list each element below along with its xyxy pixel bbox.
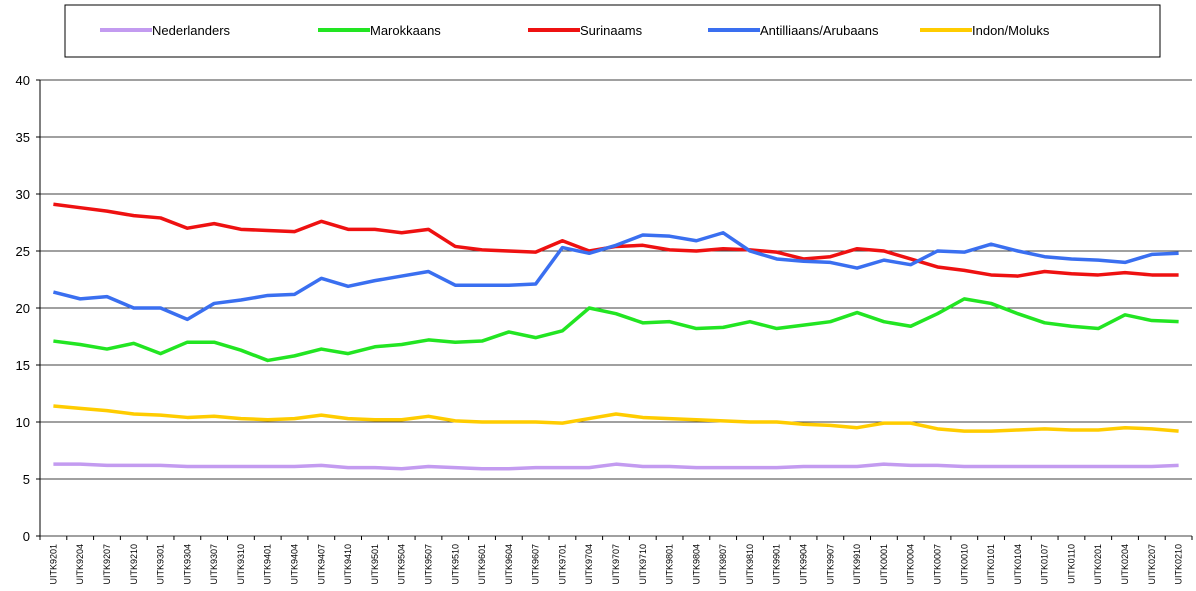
x-tick-label: UITK9707 (611, 544, 621, 585)
x-tick-label: UITK0110 (1066, 544, 1076, 584)
y-tick-label: 15 (16, 358, 30, 373)
x-tick-label: UITK0010 (959, 544, 969, 585)
series-line (53, 297, 1179, 363)
y-tick-label: 0 (23, 529, 30, 544)
x-tick-label: UITK9904 (799, 544, 809, 585)
x-tick-label: UITK0210 (1174, 544, 1184, 585)
x-tick-label: UITK0004 (906, 544, 916, 585)
x-tick-label: UITK9704 (584, 544, 594, 585)
x-tick-label: UITK9701 (557, 544, 567, 585)
y-tick-label: 30 (16, 187, 30, 202)
x-tick-label: UITK9401 (263, 544, 273, 585)
x-tick-label: UITK9807 (718, 544, 728, 585)
x-tick-label: UITK9901 (772, 544, 782, 585)
x-tick-label: UITK9404 (290, 544, 300, 585)
x-tick-label: UITK9504 (397, 544, 407, 585)
series-line (52, 231, 1179, 322)
x-tick-label: UITK9204 (75, 544, 85, 585)
x-tick-label: UITK9507 (423, 544, 433, 585)
x-tick-label: UITK9601 (477, 544, 487, 585)
legend-label: Marokkaans (370, 23, 441, 38)
legend-label: Indon/Moluks (972, 23, 1050, 38)
y-tick-label: 10 (16, 415, 30, 430)
x-tick-label: UITK9210 (129, 544, 139, 585)
x-tick-label: UITK9410 (343, 544, 353, 585)
x-tick-label: UITK9907 (825, 544, 835, 585)
y-tick-label: 20 (16, 301, 30, 316)
y-tick-label: 25 (16, 244, 30, 259)
x-tick-label: UITK9304 (182, 544, 192, 585)
legend-box (64, 4, 1161, 58)
y-tick-label: 5 (23, 472, 30, 487)
x-tick-label: UITK0207 (1147, 544, 1157, 585)
legend-label: Nederlanders (152, 23, 231, 38)
legend-label: Antilliaans/Arubaans (760, 23, 879, 38)
x-tick-label: UITK9607 (531, 544, 541, 585)
x-tick-label: UITK0107 (1040, 544, 1050, 585)
x-tick-label: UITK9301 (156, 544, 166, 585)
legend-label: Surinaams (580, 23, 643, 38)
x-tick-label: UITK9801 (665, 544, 675, 585)
series-line (53, 404, 1179, 433)
x-tick-label: UITK0204 (1120, 544, 1130, 585)
x-tick-label: UITK9201 (48, 544, 58, 585)
x-tick-label: UITK0201 (1093, 544, 1103, 585)
series-line (53, 462, 1179, 471)
x-tick-label: UITK9310 (236, 544, 246, 585)
x-tick-label: UITK9910 (852, 544, 862, 585)
x-tick-label: UITK0104 (1013, 544, 1023, 585)
series-line (53, 202, 1179, 278)
x-tick-label: UITK9510 (450, 544, 460, 585)
x-tick-label: UITK9501 (370, 544, 380, 585)
x-tick-label: UITK9207 (102, 544, 112, 585)
x-tick-label: UITK9804 (691, 544, 701, 585)
x-tick-label: UITK9407 (316, 544, 326, 585)
x-tick-label: UITK9710 (638, 544, 648, 585)
x-tick-label: UITK9604 (504, 544, 514, 585)
x-tick-label: UITK0001 (879, 544, 889, 585)
y-tick-label: 35 (16, 130, 30, 145)
x-tick-label: UITK0007 (932, 544, 942, 585)
x-tick-label: UITK0101 (986, 544, 996, 585)
y-tick-label: 40 (16, 73, 30, 88)
x-tick-label: UITK9810 (745, 544, 755, 585)
x-tick-label: UITK9307 (209, 544, 219, 585)
